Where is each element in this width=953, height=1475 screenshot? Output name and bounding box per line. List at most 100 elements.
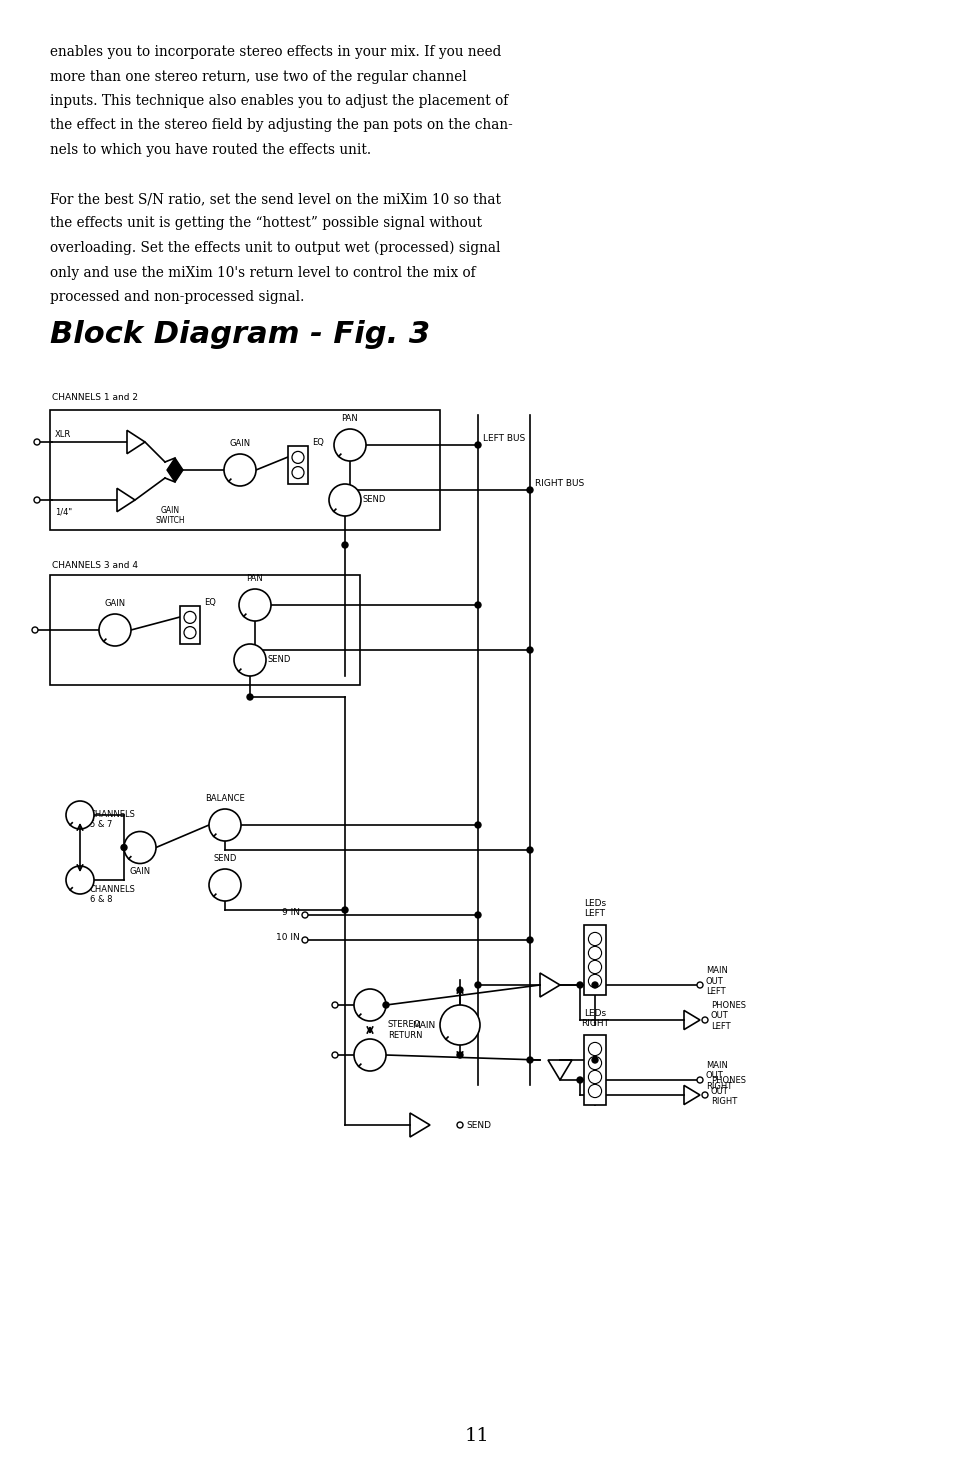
Circle shape: [124, 832, 156, 863]
Circle shape: [302, 912, 308, 917]
Text: LEDs
LEFT: LEDs LEFT: [583, 898, 605, 917]
Circle shape: [224, 454, 255, 485]
Circle shape: [247, 695, 253, 701]
Circle shape: [526, 1058, 533, 1063]
Circle shape: [34, 440, 40, 445]
Text: 1/4": 1/4": [55, 507, 72, 518]
Text: SEND: SEND: [213, 854, 236, 863]
Text: CHANNELS 1 and 2: CHANNELS 1 and 2: [52, 392, 138, 403]
Text: nels to which you have routed the effects unit.: nels to which you have routed the effect…: [50, 143, 371, 156]
Circle shape: [456, 987, 462, 993]
Circle shape: [99, 614, 131, 646]
Text: 11: 11: [464, 1426, 489, 1446]
Text: GAIN
SWITCH: GAIN SWITCH: [155, 506, 185, 525]
Circle shape: [354, 990, 386, 1021]
Circle shape: [475, 822, 480, 827]
Circle shape: [292, 451, 304, 463]
Text: EQ: EQ: [312, 438, 323, 447]
Circle shape: [475, 442, 480, 448]
Text: For the best S/N ratio, set the send level on the miXim 10 so that: For the best S/N ratio, set the send lev…: [50, 192, 500, 206]
Text: PAN: PAN: [341, 414, 358, 423]
Text: RIGHT BUS: RIGHT BUS: [535, 479, 583, 488]
Circle shape: [184, 612, 195, 624]
Circle shape: [302, 937, 308, 943]
Circle shape: [697, 1077, 702, 1083]
Text: LEFT BUS: LEFT BUS: [482, 434, 525, 442]
Bar: [288, 445, 308, 484]
Circle shape: [66, 866, 94, 894]
Text: EQ: EQ: [204, 599, 215, 608]
Circle shape: [334, 429, 366, 462]
Text: BALANCE: BALANCE: [205, 794, 245, 802]
Text: SEND: SEND: [268, 655, 291, 665]
Text: more than one stereo return, use two of the regular channel: more than one stereo return, use two of …: [50, 69, 466, 84]
Text: the effect in the stereo field by adjusting the pan pots on the chan-: the effect in the stereo field by adjust…: [50, 118, 512, 133]
Text: enables you to incorporate stereo effects in your mix. If you need: enables you to incorporate stereo effect…: [50, 46, 501, 59]
Circle shape: [475, 982, 480, 988]
Text: CHANNELS 3 and 4: CHANNELS 3 and 4: [52, 560, 138, 569]
Circle shape: [32, 627, 38, 633]
Circle shape: [292, 466, 304, 478]
Circle shape: [329, 484, 360, 516]
Text: 9 IN: 9 IN: [282, 909, 299, 917]
Text: CHANNELS
6 & 8: CHANNELS 6 & 8: [90, 885, 135, 904]
Circle shape: [341, 541, 348, 549]
Bar: [180, 606, 200, 645]
Circle shape: [526, 847, 533, 853]
Circle shape: [382, 1002, 389, 1007]
Circle shape: [209, 869, 241, 901]
Circle shape: [66, 801, 94, 829]
Text: overloading. Set the effects unit to output wet (processed) signal: overloading. Set the effects unit to out…: [50, 240, 500, 255]
Text: 10 IN: 10 IN: [276, 934, 299, 943]
Text: PHONES
OUT
LEFT: PHONES OUT LEFT: [710, 1002, 745, 1031]
Circle shape: [592, 982, 598, 988]
Text: GAIN: GAIN: [130, 867, 151, 876]
Text: SEND: SEND: [363, 496, 386, 504]
Text: SEND: SEND: [465, 1121, 491, 1130]
Circle shape: [439, 1004, 479, 1044]
Circle shape: [697, 982, 702, 988]
Circle shape: [588, 1071, 601, 1084]
Text: MAIN
OUT
RIGHT: MAIN OUT RIGHT: [705, 1061, 732, 1092]
Circle shape: [456, 1122, 462, 1128]
Circle shape: [588, 947, 601, 960]
Circle shape: [526, 487, 533, 493]
Circle shape: [341, 907, 348, 913]
Circle shape: [588, 1084, 601, 1097]
Circle shape: [588, 975, 601, 988]
Circle shape: [588, 932, 601, 945]
Circle shape: [701, 1092, 707, 1097]
Text: inputs. This technique also enables you to adjust the placement of: inputs. This technique also enables you …: [50, 94, 508, 108]
Circle shape: [209, 808, 241, 841]
Text: PAN: PAN: [247, 574, 263, 583]
Polygon shape: [117, 488, 135, 512]
Text: the effects unit is getting the “hottest” possible signal without: the effects unit is getting the “hottest…: [50, 217, 481, 230]
Text: Block Diagram - Fig. 3: Block Diagram - Fig. 3: [50, 320, 430, 350]
Polygon shape: [127, 431, 145, 454]
Circle shape: [588, 1056, 601, 1069]
Circle shape: [526, 648, 533, 653]
Circle shape: [332, 1002, 337, 1007]
Polygon shape: [167, 459, 183, 482]
Circle shape: [34, 497, 40, 503]
Bar: [50, 575, 359, 684]
Circle shape: [456, 1052, 462, 1058]
Text: XLR: XLR: [55, 431, 71, 440]
Bar: [583, 1035, 605, 1105]
Circle shape: [475, 602, 480, 608]
Text: PHONES
OUT
RIGHT: PHONES OUT RIGHT: [710, 1077, 745, 1106]
Circle shape: [354, 1038, 386, 1071]
Text: STEREO
RETURN: STEREO RETURN: [388, 1021, 422, 1040]
Circle shape: [121, 845, 127, 851]
Circle shape: [577, 982, 582, 988]
Circle shape: [332, 1052, 337, 1058]
Text: only and use the miXim 10's return level to control the mix of: only and use the miXim 10's return level…: [50, 266, 476, 279]
Bar: [583, 925, 605, 996]
Text: MAIN
OUT
LEFT: MAIN OUT LEFT: [705, 966, 727, 996]
Text: MAIN: MAIN: [412, 1021, 435, 1030]
Text: GAIN: GAIN: [104, 599, 126, 608]
Circle shape: [588, 960, 601, 974]
Text: GAIN: GAIN: [230, 440, 251, 448]
Circle shape: [239, 589, 271, 621]
Circle shape: [475, 912, 480, 917]
